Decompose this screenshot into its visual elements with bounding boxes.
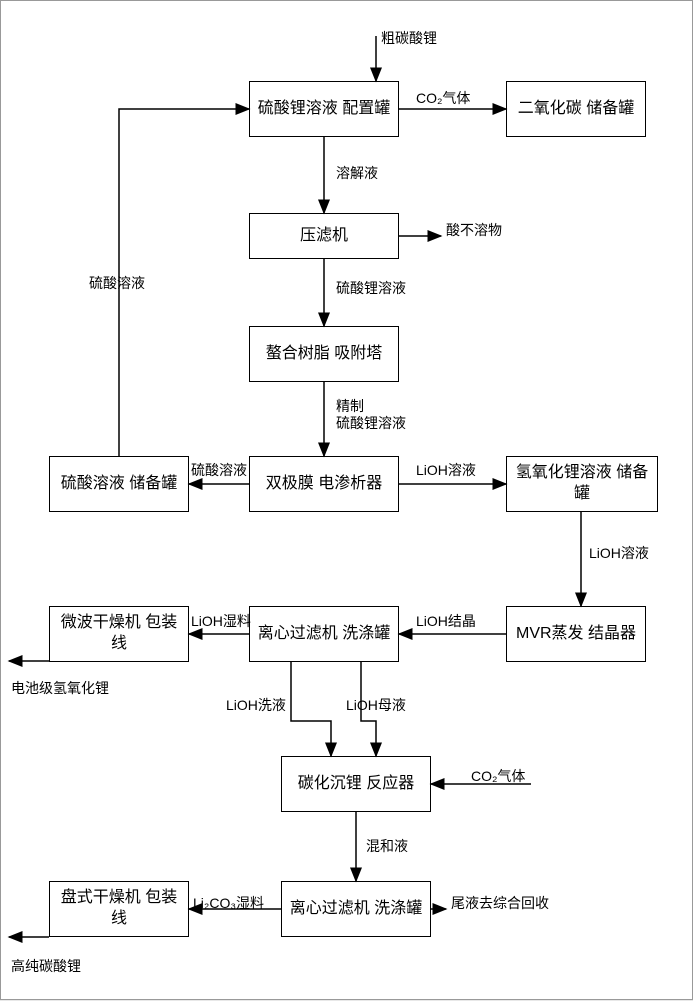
box-co2-tank: 二氧化碳 储备罐 bbox=[506, 81, 646, 137]
box-microwave-dry: 微波干燥机 包装线 bbox=[49, 606, 189, 662]
box-lioh-tank: 氢氧化锂溶液 储备罐 bbox=[506, 456, 658, 512]
box-carbonation: 碳化沉锂 反应器 bbox=[281, 756, 431, 812]
lbl-lioh-wet: LiOH湿料 bbox=[191, 614, 251, 629]
lbl-co2-gas-1: CO₂气体 bbox=[416, 91, 470, 106]
lbl-lioh-mother: LiOH母液 bbox=[346, 698, 406, 713]
box-resin-tower: 螯合树脂 吸附塔 bbox=[249, 326, 399, 382]
box-mvr: MVR蒸发 结晶器 bbox=[506, 606, 646, 662]
box-centrifuge-2: 离心过滤机 洗涤罐 bbox=[281, 881, 431, 937]
box-centrifuge-1: 离心过滤机 洗涤罐 bbox=[249, 606, 399, 662]
lbl-acid-insol: 酸不溶物 bbox=[446, 223, 502, 238]
flowchart-page: 硫酸锂溶液 配置罐 二氧化碳 储备罐 压滤机 螯合树脂 吸附塔 硫酸溶液 储备罐… bbox=[0, 0, 693, 1000]
lbl-lioh-sol-2: LiOH溶液 bbox=[589, 546, 649, 561]
lbl-refined-b: 硫酸锂溶液 bbox=[336, 416, 406, 431]
lbl-li2co3-wet: Li₂CO₃湿料 bbox=[193, 896, 264, 911]
box-config-tank: 硫酸锂溶液 配置罐 bbox=[249, 81, 399, 137]
lbl-lioh-sol-1: LiOH溶液 bbox=[416, 463, 476, 478]
lbl-tail-liquid: 尾液去综合回收 bbox=[451, 896, 549, 911]
lbl-crude-li2co3: 粗碳酸锂 bbox=[381, 31, 437, 46]
lbl-battery-lioh: 电池级氢氧化锂 bbox=[11, 681, 109, 696]
lbl-mixture: 混和液 bbox=[366, 839, 408, 854]
box-disc-dryer: 盘式干燥机 包装线 bbox=[49, 881, 189, 937]
lbl-h2so4-mid: 硫酸溶液 bbox=[191, 463, 247, 478]
lbl-lioh-wash: LiOH洗液 bbox=[226, 698, 286, 713]
lbl-dissolved: 溶解液 bbox=[336, 166, 378, 181]
lbl-refined-a: 精制 bbox=[336, 399, 364, 414]
box-filter-press: 压滤机 bbox=[249, 213, 399, 259]
lbl-lioh-xtal: LiOH结晶 bbox=[416, 614, 476, 629]
box-bipolar-ed: 双极膜 电渗析器 bbox=[249, 456, 399, 512]
box-h2so4-tank: 硫酸溶液 储备罐 bbox=[49, 456, 189, 512]
lbl-h2so4-left: 硫酸溶液 bbox=[89, 276, 145, 291]
lbl-li2so4-sol: 硫酸锂溶液 bbox=[336, 281, 406, 296]
lbl-co2-gas-2: CO₂气体 bbox=[471, 769, 525, 784]
lbl-high-pure: 高纯碳酸锂 bbox=[11, 959, 81, 974]
